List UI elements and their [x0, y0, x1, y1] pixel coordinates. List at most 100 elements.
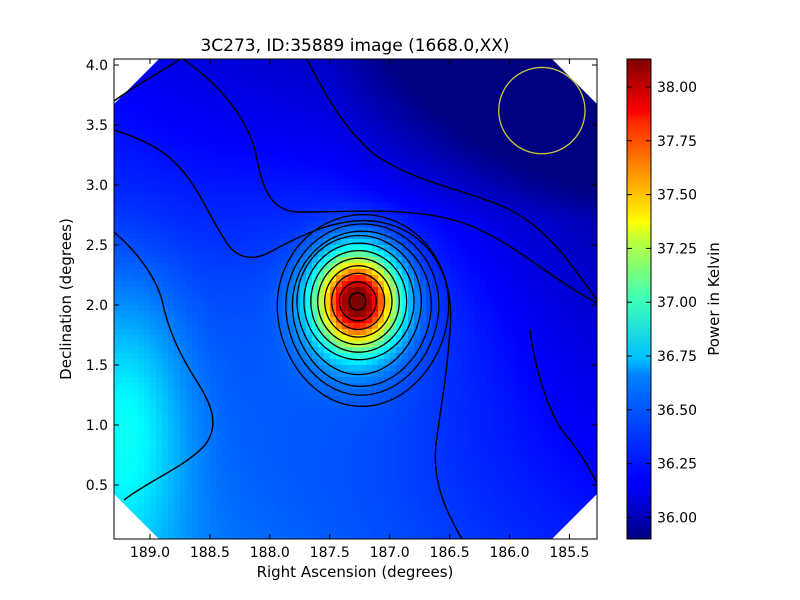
heatmap-cell [132, 407, 139, 414]
heatmap-cell [240, 245, 247, 252]
heatmap-cell [588, 161, 595, 168]
heatmap-cell [420, 167, 427, 174]
heatmap-cell [378, 227, 385, 234]
heatmap-cell [264, 305, 271, 312]
heatmap-cell [570, 173, 577, 180]
heatmap-cell [522, 419, 529, 426]
heatmap-cell [306, 137, 313, 144]
heatmap-cell [318, 191, 325, 198]
heatmap-cell [150, 383, 157, 390]
heatmap-cell [408, 311, 415, 318]
heatmap-cell [132, 119, 139, 126]
heatmap-cell [474, 299, 481, 306]
heatmap-cell [528, 185, 535, 192]
heatmap-cell [174, 275, 181, 282]
heatmap-cell [342, 413, 349, 420]
heatmap-cell [216, 293, 223, 300]
heatmap-cell [420, 347, 427, 354]
heatmap-cell [534, 383, 541, 390]
heatmap-cell [222, 353, 229, 360]
heatmap-cell [228, 71, 235, 78]
heatmap-cell [474, 191, 481, 198]
heatmap-cell [546, 395, 553, 402]
heatmap-cell [570, 149, 577, 156]
heatmap-cell [588, 227, 595, 234]
heatmap-cell [180, 221, 187, 228]
heatmap-cell [492, 173, 499, 180]
heatmap-cell [540, 113, 547, 120]
heatmap-cell [210, 311, 217, 318]
heatmap-cell [324, 119, 331, 126]
heatmap-cell [264, 407, 271, 414]
heatmap-cell [522, 341, 529, 348]
heatmap-cell [438, 239, 445, 246]
heatmap-cell [258, 155, 265, 162]
heatmap-cell [510, 299, 517, 306]
heatmap-cell [282, 389, 289, 396]
heatmap-cell [156, 299, 163, 306]
heatmap-cell [318, 119, 325, 126]
heatmap-cell [462, 95, 469, 102]
heatmap-cell [576, 137, 583, 144]
heatmap-cell [312, 305, 319, 312]
heatmap-cell [228, 113, 235, 120]
heatmap-cell [120, 347, 127, 354]
heatmap-cell [462, 215, 469, 222]
heatmap-cell [444, 257, 451, 264]
heatmap-cell [516, 221, 523, 228]
heatmap-cell [186, 113, 193, 120]
heatmap-cell [468, 407, 475, 414]
heatmap-cell [342, 71, 349, 78]
heatmap-cell [144, 275, 151, 282]
heatmap-cell [138, 305, 145, 312]
heatmap-cell [126, 89, 133, 96]
heatmap-cell [588, 101, 595, 108]
heatmap-cell [528, 137, 535, 144]
heatmap-cell [276, 383, 283, 390]
heatmap-cell [138, 383, 145, 390]
heatmap-cell [522, 395, 529, 402]
heatmap-cell [468, 311, 475, 318]
heatmap-cell [228, 281, 235, 288]
heatmap-cell [588, 95, 595, 102]
heatmap-cell [246, 245, 253, 252]
heatmap-cell [246, 407, 253, 414]
heatmap-cell [396, 77, 403, 84]
heatmap-cell [402, 191, 409, 198]
heatmap-cell [378, 197, 385, 204]
heatmap-cell [186, 221, 193, 228]
heatmap-cell [264, 323, 271, 330]
heatmap-cell [594, 233, 597, 240]
heatmap-cell [570, 215, 577, 222]
heatmap-cell [528, 113, 535, 120]
heatmap-cell [156, 143, 163, 150]
heatmap-cell [540, 83, 547, 90]
heatmap-cell [540, 197, 547, 204]
heatmap-cell [444, 269, 451, 276]
heatmap-cell [270, 227, 277, 234]
heatmap-cell [462, 125, 469, 132]
heatmap-cell [498, 83, 505, 90]
heatmap-cell [594, 125, 597, 132]
heatmap-cell [150, 347, 157, 354]
heatmap-cell [558, 185, 565, 192]
heatmap-cell [396, 281, 403, 288]
heatmap-cell [162, 323, 169, 330]
heatmap-cell [168, 209, 175, 216]
heatmap-cell [204, 263, 211, 270]
heatmap-cell [504, 113, 511, 120]
heatmap-cell [228, 65, 235, 72]
heatmap-cell [528, 215, 535, 222]
heatmap-cell [354, 185, 361, 192]
heatmap-cell [282, 143, 289, 150]
heatmap-cell [456, 263, 463, 270]
heatmap-cell [402, 377, 409, 384]
heatmap-cell [576, 371, 583, 378]
heatmap-cell [288, 311, 295, 318]
heatmap-cell [450, 137, 457, 144]
heatmap-cell [576, 203, 583, 210]
heatmap-cell [330, 89, 337, 96]
heatmap-cell [390, 359, 397, 366]
heatmap-cell [240, 251, 247, 258]
heatmap-cell [522, 203, 529, 210]
